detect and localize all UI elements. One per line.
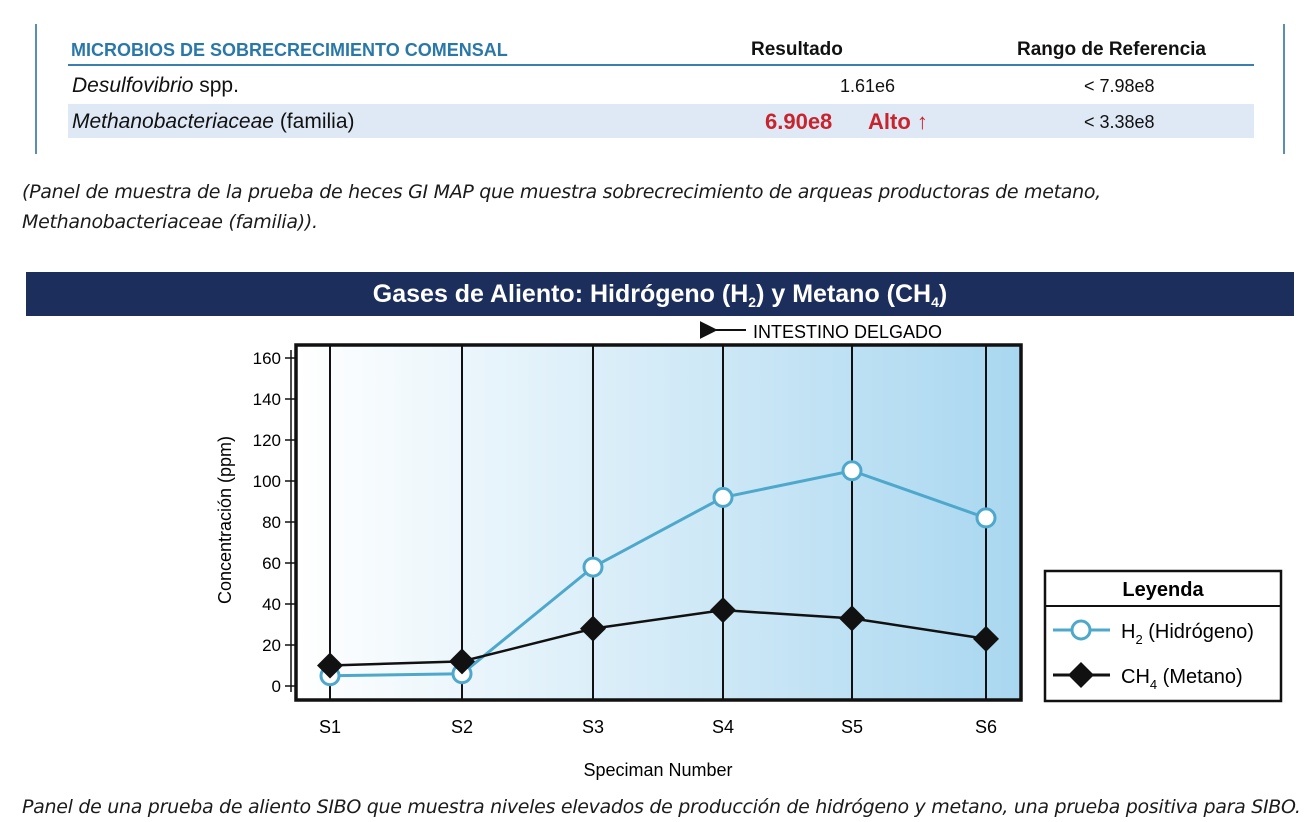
chart-legend: Leyenda H2 (Hidrógeno) CH4 (Metano) [1043,569,1283,703]
x-tick-label: S1 [319,717,341,737]
y-tick-label: 20 [262,636,281,655]
legend-label-ch4: CH4 (Metano) [1121,666,1243,692]
x-tick-label: S4 [712,717,734,737]
data-point-h2 [582,556,604,578]
y-tick-label: 40 [262,595,281,614]
data-point-h2 [975,507,997,529]
caption-top-line2: Methanobacteriaceae (familia)). [22,211,318,233]
y-tick-label: 160 [253,349,281,368]
caption-top: (Panel de muestra de la prueba de heces … [22,177,1101,237]
data-point-ch4 [449,648,475,675]
legend-label-h2: H2 (Hidrógeno) [1121,621,1254,647]
x-tick-label: S5 [841,717,863,737]
legend-marker-h2 [1070,619,1092,641]
organism-name: Desulfovibrio spp. [72,74,239,97]
legend-marker-ch4 [1068,662,1094,688]
organism-name: Methanobacteriaceae (familia) [72,110,355,133]
x-tick-label: S6 [975,717,997,737]
chart-title: Gases de Aliento: Hidrógeno (H2) y Metan… [26,272,1294,316]
y-tick-label: 80 [262,513,281,532]
data-point-h2 [841,460,863,482]
y-tick-label: 120 [253,431,281,450]
data-point-ch4 [973,625,999,652]
series-line-0 [329,469,987,678]
table-header-section: MICROBIOS DE SOBRECRECIMIENTO COMENSAL [71,40,508,60]
legend-title: Leyenda [1122,579,1204,601]
y-axis-title: Concentración (ppm) [215,436,235,604]
x-tick-label: S3 [582,717,604,737]
annotation-label: INTESTINO DELGADO [753,322,942,342]
y-tick-label: 100 [253,472,281,491]
reference-value: < 3.38e8 [1084,112,1155,132]
result-value: 1.61e6 [840,76,896,96]
y-tick-label: 140 [253,390,281,409]
table-row: Methanobacteriaceae (familia) 6.90e8 Alt… [68,104,1254,138]
panel-left-border [35,24,37,154]
reference-value: < 7.98e8 [1084,76,1155,96]
table-row: Desulfovibrio spp. 1.61e6 < 7.98e8 [68,68,1254,102]
data-point-ch4 [710,597,736,624]
plot-background [296,345,1021,700]
high-flag: Alto ↑ [868,109,928,134]
x-axis-title: Speciman Number [583,760,732,780]
data-point-ch4 [317,652,343,679]
data-point-ch4 [839,605,865,632]
caption-bottom: Panel de una prueba de aliento SIBO que … [22,796,1301,818]
data-point-ch4 [580,615,606,642]
table-header-rule [68,64,1254,66]
y-tick-label: 60 [262,554,281,573]
panel-right-border [1283,24,1285,154]
table-header-result: Resultado [751,39,843,60]
x-tick-label: S2 [451,717,473,737]
table-header-reference: Rango de Referencia [1017,39,1206,60]
result-value-high: 6.90e8 [765,109,833,134]
data-point-h2 [712,486,734,508]
y-tick-label: 0 [272,677,281,696]
series-line-1 [329,608,987,667]
caption-top-line1: (Panel de muestra de la prueba de heces … [22,181,1101,203]
